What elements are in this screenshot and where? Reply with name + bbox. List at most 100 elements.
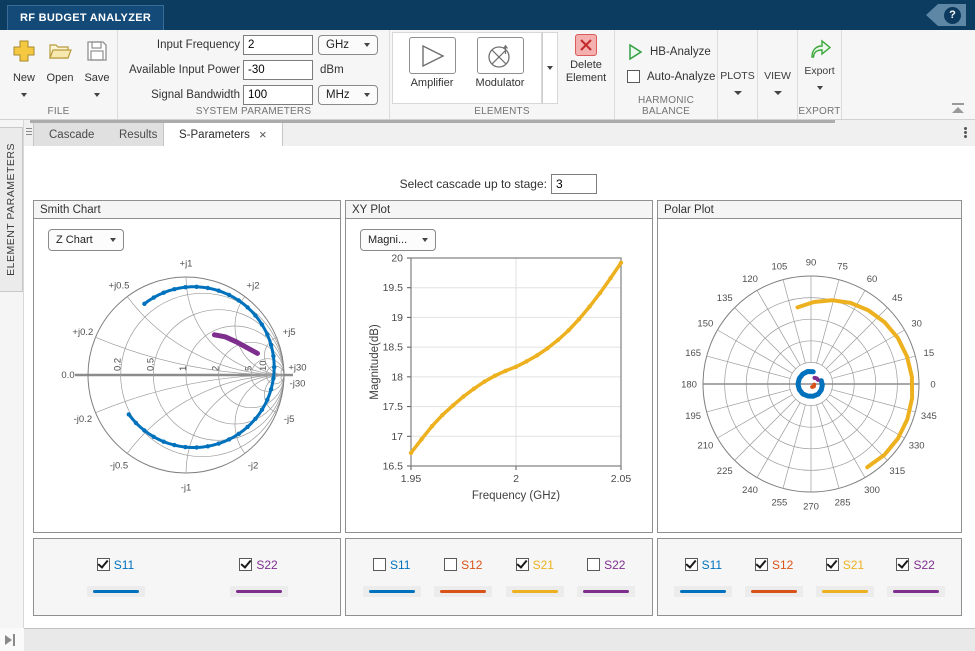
svg-text:60: 60 (867, 274, 878, 285)
signal-bandwidth-unit-dropdown[interactable]: MHz (318, 85, 378, 105)
svg-text:105: 105 (771, 262, 787, 273)
smith-chart-panel: Smith Chart 0.20.512510+j0.2-j0.2+j0.5-j… (33, 200, 341, 533)
auto-analyze-checkbox-row[interactable]: Auto-Analyze (627, 70, 715, 83)
amplifier-icon (417, 43, 447, 69)
legend-item-s11: S11 (87, 558, 145, 597)
input-frequency-unit-dropdown[interactable]: GHz (318, 35, 378, 55)
series-swatch-s12 (434, 586, 492, 597)
view-menu-button[interactable]: VIEW (758, 70, 797, 100)
close-tab-icon[interactable]: × (259, 130, 267, 140)
svg-text:150: 150 (697, 319, 713, 330)
modulator-button[interactable]: Modulator (469, 37, 531, 89)
elements-gallery-dropdown[interactable] (542, 32, 558, 104)
legend-label-s22: S22 (256, 558, 277, 572)
collapse-ribbon-button[interactable] (951, 103, 965, 113)
svg-text:16.5: 16.5 (383, 461, 404, 473)
smith-chart-type-dropdown[interactable]: Z Chart (48, 229, 124, 251)
app-ribbon-tab[interactable]: RF BUDGET ANALYZER (7, 5, 164, 30)
expand-right-icon (5, 634, 15, 646)
xy-panel-title: XY Plot (346, 201, 652, 219)
available-input-power-unit: dBm (320, 64, 344, 76)
legend-item-s12: S12 (434, 558, 492, 597)
expand-panel-button[interactable] (0, 628, 24, 651)
input-frequency-field[interactable] (243, 35, 313, 55)
export-arrow-icon (808, 38, 832, 60)
series-swatch-s22 (577, 586, 635, 597)
input-frequency-label: Input Frequency (118, 39, 243, 51)
file-section-label: FILE (0, 106, 117, 117)
svg-text:Frequency (GHz): Frequency (GHz) (472, 490, 560, 502)
svg-text:210: 210 (697, 441, 713, 452)
svg-text:0.5: 0.5 (145, 358, 156, 371)
open-folder-icon (47, 38, 73, 64)
rf-budget-analyzer-app: RF BUDGET ANALYZER ? New Open (0, 0, 975, 651)
series-swatch-s21 (506, 586, 564, 597)
tab-cascade[interactable]: Cascade (33, 123, 110, 146)
legend-item-s22: S22 (887, 558, 945, 597)
help-button[interactable]: ? (926, 4, 966, 26)
s11-checkbox[interactable] (685, 558, 698, 571)
legend-label-s11: S11 (114, 558, 134, 572)
amplifier-button[interactable]: Amplifier (401, 37, 463, 89)
svg-text:Magnitude(dB): Magnitude(dB) (369, 324, 381, 400)
s22-checkbox[interactable] (239, 558, 252, 571)
save-button[interactable]: Save (78, 38, 116, 102)
svg-text:285: 285 (835, 497, 851, 508)
delete-element-button[interactable]: DeleteElement (560, 34, 612, 85)
series-swatch-s11 (674, 586, 732, 597)
plots-menu-button[interactable]: PLOTS (718, 70, 757, 100)
s22-checkbox[interactable] (896, 558, 909, 571)
save-dropdown-icon[interactable] (94, 93, 100, 97)
tab-bar-menu-icon[interactable] (963, 126, 967, 139)
signal-bandwidth-field[interactable] (243, 85, 313, 105)
s21-checkbox[interactable] (826, 558, 839, 571)
new-dropdown-icon[interactable] (21, 93, 27, 97)
auto-analyze-checkbox[interactable] (627, 70, 640, 83)
delete-x-icon (579, 38, 593, 52)
svg-text:+j0.5: +j0.5 (109, 281, 130, 292)
hb-analyze-button[interactable]: HB-Analyze (627, 43, 711, 61)
s22-checkbox[interactable] (587, 558, 600, 571)
smith-panel-title: Smith Chart (34, 201, 340, 219)
s12-checkbox[interactable] (755, 558, 768, 571)
titlebar: RF BUDGET ANALYZER ? (0, 0, 975, 30)
plots-section: PLOTS (718, 30, 758, 119)
elements-gallery: Amplifier Modulator (392, 32, 542, 104)
svg-text:195: 195 (685, 411, 701, 422)
s11-checkbox[interactable] (97, 558, 110, 571)
available-input-power-field[interactable] (243, 60, 313, 80)
chevron-down-icon (734, 91, 742, 95)
svg-text:-j0.5: -j0.5 (110, 460, 128, 471)
legend-label-s12: S12 (772, 558, 793, 572)
element-parameters-tab[interactable]: ELEMENT PARAMETERS (0, 127, 23, 292)
chevron-down-icon (110, 238, 116, 242)
legend-item-s22: S22 (577, 558, 635, 597)
svg-text:225: 225 (717, 466, 733, 477)
legend-label-s22: S22 (913, 558, 934, 572)
xy-plot-legend: S11S12S21S22 (345, 538, 653, 616)
tab-s-parameters[interactable]: S-Parameters × (163, 123, 283, 146)
stage-selector-input[interactable] (551, 174, 597, 194)
new-button[interactable]: New (5, 38, 43, 102)
svg-text:-j2: -j2 (248, 460, 259, 471)
svg-text:2.05: 2.05 (611, 473, 632, 485)
s-parameters-view: Select cascade up to stage: Smith Chart … (24, 146, 975, 628)
svg-text:-j30: -j30 (290, 378, 306, 389)
s12-checkbox[interactable] (444, 558, 457, 571)
svg-text:1: 1 (178, 366, 189, 371)
svg-text:17: 17 (391, 431, 403, 443)
open-button[interactable]: Open (41, 38, 79, 84)
series-swatch-s12 (745, 586, 803, 597)
svg-text:17.5: 17.5 (383, 401, 404, 413)
s11-checkbox[interactable] (373, 558, 386, 571)
svg-text:45: 45 (892, 293, 903, 304)
export-button[interactable]: Export (798, 38, 841, 95)
svg-text:135: 135 (717, 293, 733, 304)
legend-item-s11: S11 (363, 558, 421, 597)
collapse-up-icon (952, 107, 964, 113)
xy-plot-type-dropdown[interactable]: Magni... (360, 229, 436, 251)
harmonic-balance-section-label: HARMONIC BALANCE (615, 95, 717, 117)
s21-checkbox[interactable] (516, 558, 529, 571)
svg-text:19: 19 (391, 312, 403, 324)
polar-plot-panel: Polar Plot 01530456075901051201351501651… (657, 200, 962, 533)
